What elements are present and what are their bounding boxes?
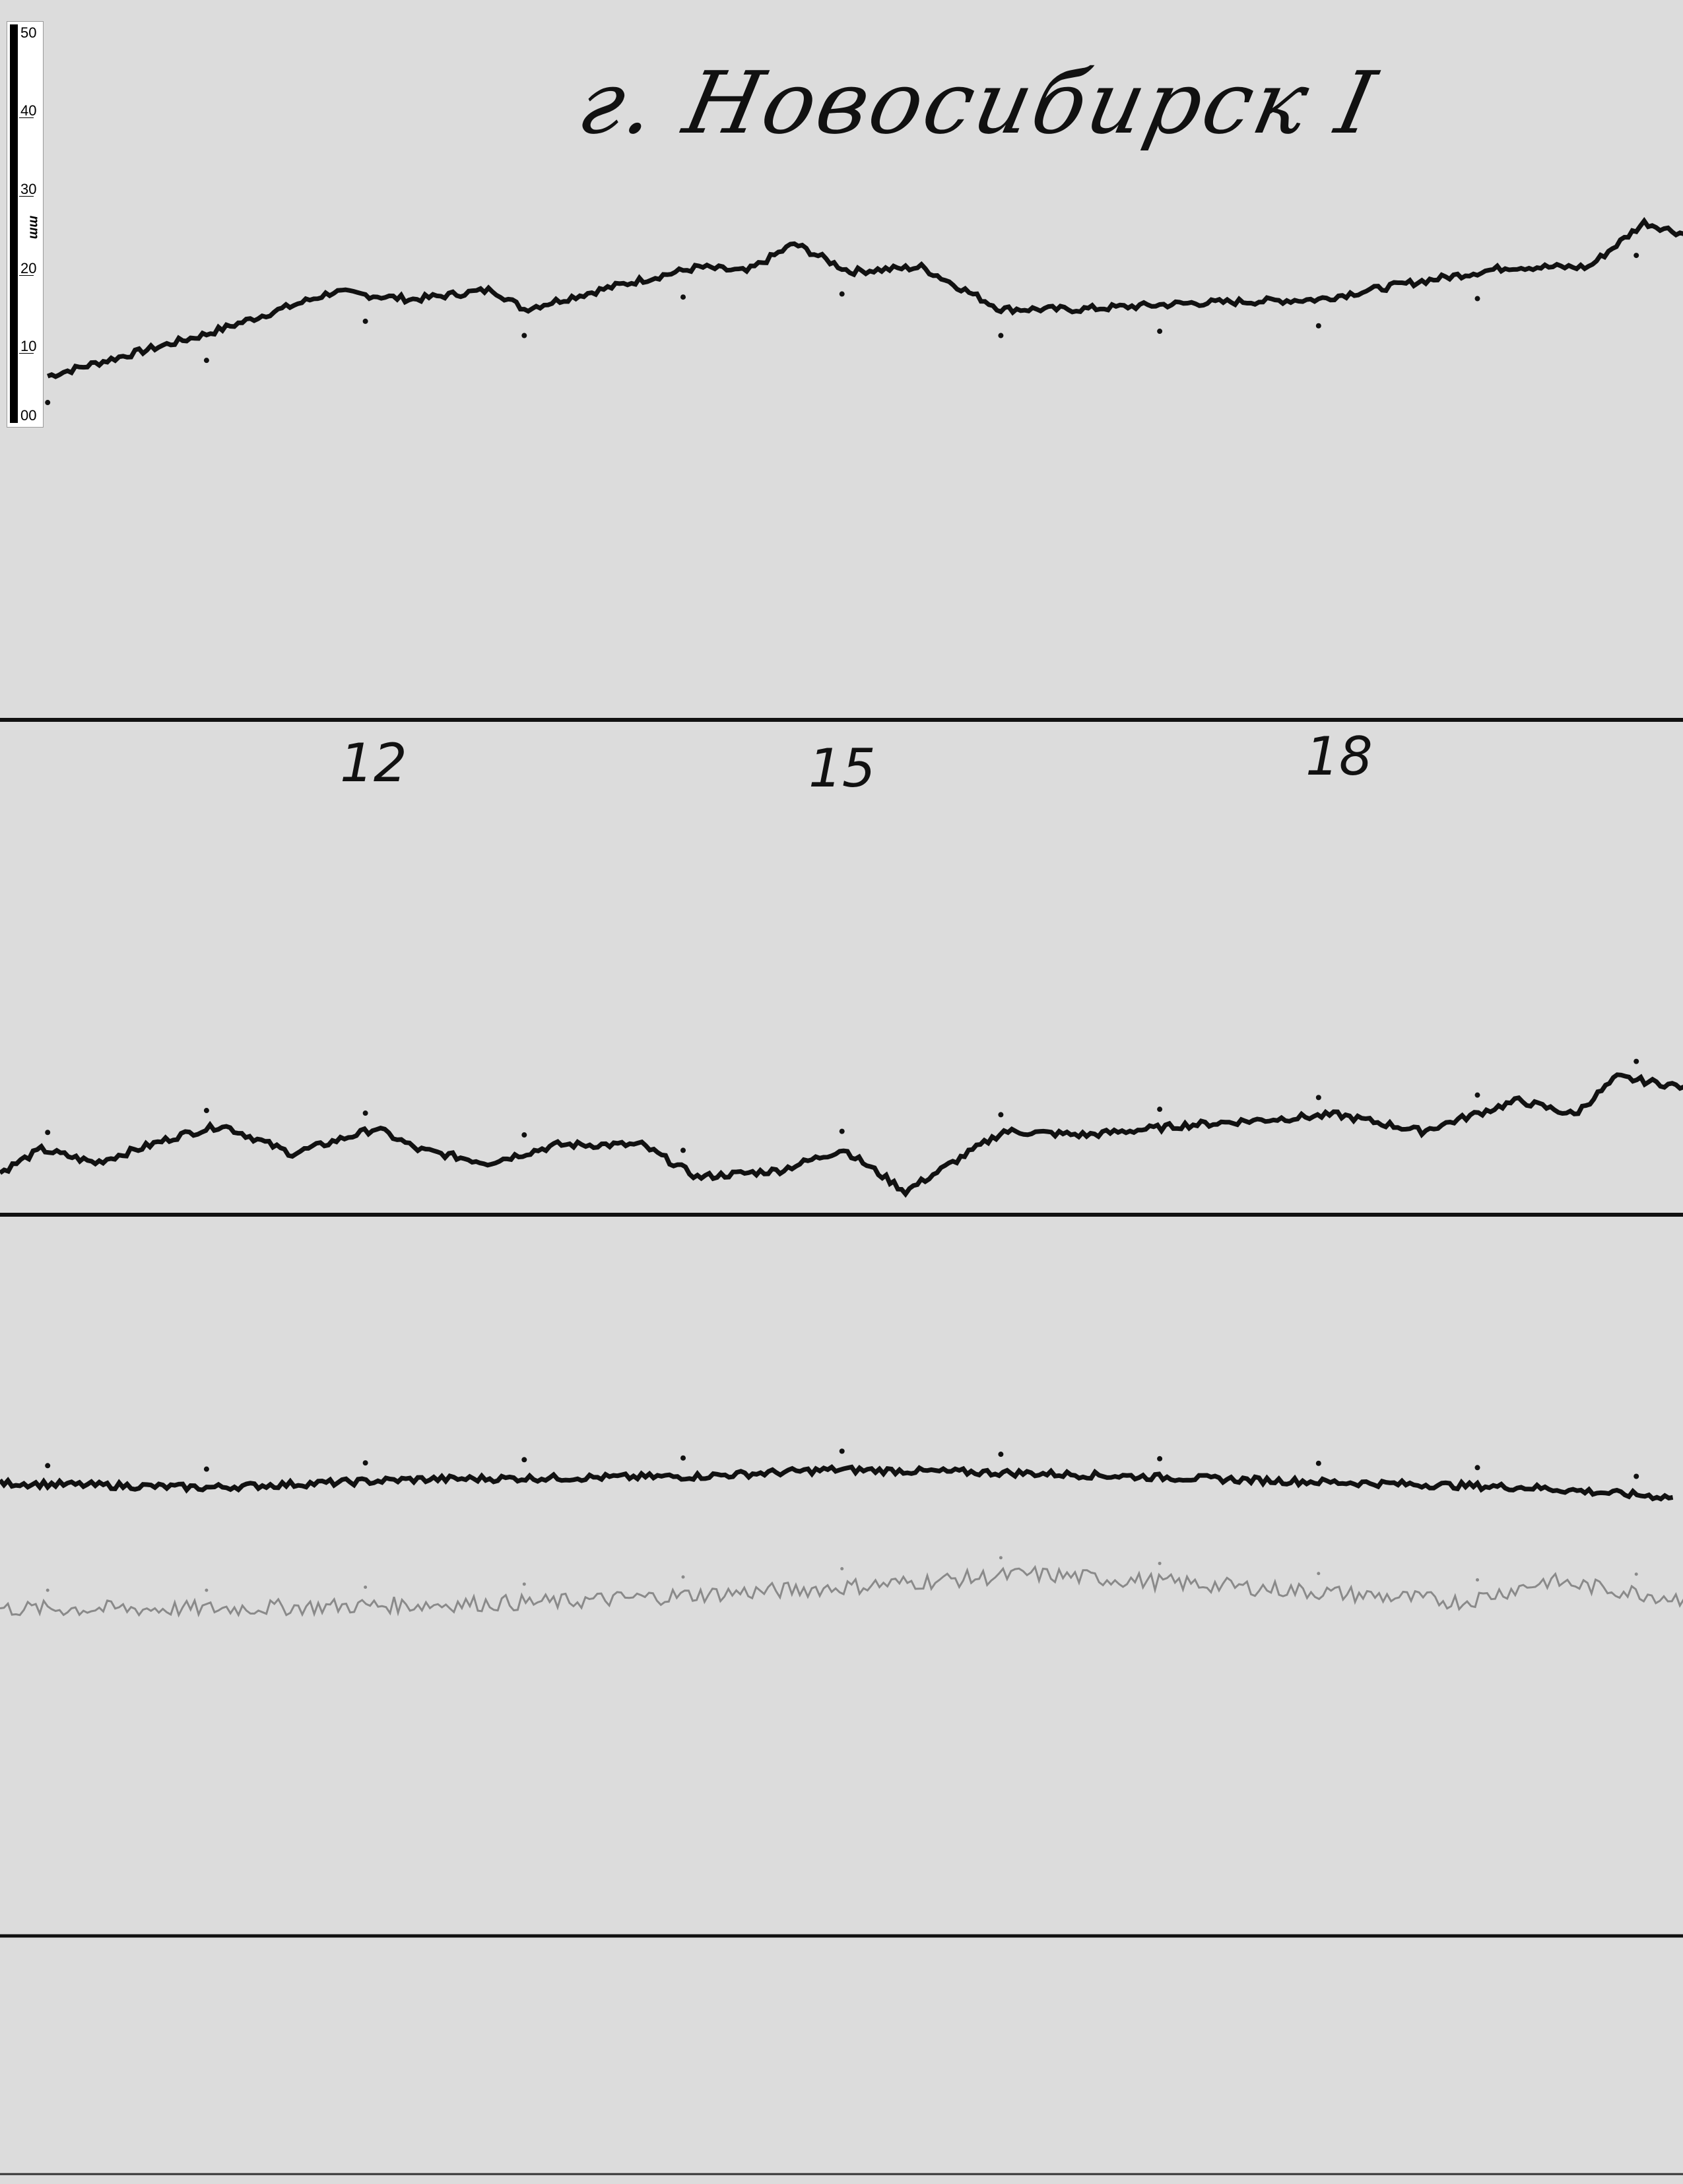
hour-mark	[1158, 1561, 1162, 1565]
ruler-tick	[19, 196, 34, 197]
hour-mark	[205, 1588, 209, 1592]
hour-mark	[1157, 1456, 1163, 1461]
hour-mark	[362, 1110, 368, 1116]
hour-mark	[364, 1585, 368, 1589]
hour-label-15: 15	[808, 738, 876, 799]
hour-mark	[1315, 1095, 1321, 1101]
ruler-tick	[19, 117, 34, 118]
hour-mark	[1476, 1578, 1480, 1582]
ruler-tick	[19, 275, 34, 276]
hour-mark	[1317, 1572, 1321, 1576]
hour-mark	[839, 1128, 845, 1134]
ruler-label: 00	[20, 407, 37, 424]
ruler-label: 20	[20, 260, 37, 276]
hour-mark	[362, 1460, 368, 1466]
hour-mark	[1634, 1058, 1639, 1064]
trace-4	[0, 1564, 1683, 1618]
hour-mark	[1474, 296, 1480, 302]
hour-mark	[840, 1567, 844, 1571]
hour-mark	[999, 1556, 1003, 1560]
hour-mark	[203, 1108, 209, 1114]
ruler-bar	[10, 24, 18, 423]
ruler-label: 50	[20, 24, 37, 41]
hour-mark	[521, 1132, 527, 1138]
hour-mark	[521, 333, 527, 338]
hour-mark	[839, 291, 845, 297]
hour-label-18: 18	[1305, 726, 1373, 787]
station-title: г. Новосибирск I	[570, 53, 1387, 153]
ruler-tick	[19, 353, 34, 354]
hour-mark	[680, 1147, 686, 1153]
hour-mark	[521, 1457, 527, 1463]
ruler-unit: mm	[26, 215, 42, 240]
hour-mark	[45, 1463, 51, 1469]
hour-mark	[45, 1130, 51, 1136]
hour-mark	[1315, 1460, 1321, 1466]
hour-mark	[46, 1588, 50, 1592]
trace-1	[46, 216, 1683, 379]
ruler-label: 30	[20, 181, 37, 197]
hour-label-12: 12	[340, 732, 407, 794]
hour-mark	[1315, 323, 1321, 329]
hour-mark	[1157, 1107, 1163, 1112]
hour-mark	[1157, 329, 1163, 335]
hour-mark	[680, 1455, 686, 1461]
hour-mark	[1634, 1473, 1639, 1479]
ruler-label: 40	[20, 102, 37, 119]
ruler-label: 10	[20, 338, 37, 354]
hour-mark	[998, 1452, 1004, 1458]
trace-3	[0, 1464, 1674, 1502]
hour-mark	[1474, 1465, 1480, 1471]
hour-mark	[203, 358, 209, 364]
hour-mark	[1634, 1572, 1638, 1576]
hour-mark	[681, 1575, 685, 1579]
hour-mark	[45, 400, 51, 406]
hour-mark	[998, 333, 1004, 338]
hour-mark	[680, 294, 686, 300]
hour-mark	[1474, 1092, 1480, 1098]
hour-mark	[839, 1448, 845, 1454]
hour-mark	[203, 1466, 209, 1472]
hour-mark	[362, 318, 368, 324]
mm-scale-ruler: 50 40 30 20 10 00 mm	[7, 21, 44, 428]
hour-mark	[522, 1582, 526, 1586]
trace-2	[0, 1072, 1683, 1198]
hour-mark	[1634, 253, 1639, 259]
hour-mark	[998, 1112, 1004, 1118]
